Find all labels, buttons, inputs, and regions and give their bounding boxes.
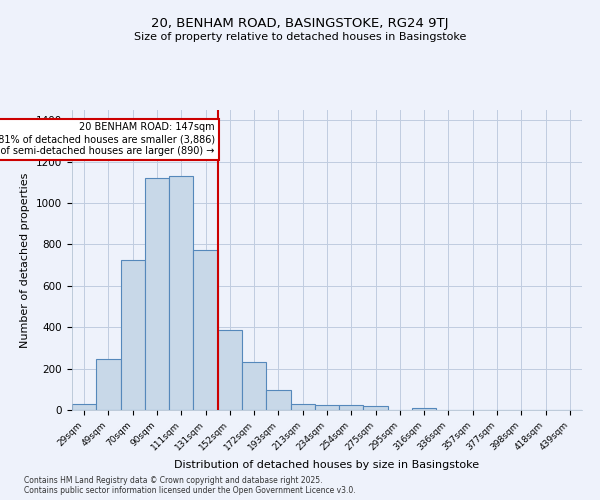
Bar: [193, 250, 218, 410]
Bar: [96, 360, 121, 410]
Bar: [121, 260, 145, 410]
Y-axis label: Number of detached properties: Number of detached properties: [20, 172, 31, 348]
X-axis label: Distribution of detached houses by size in Basingstoke: Distribution of detached houses by size …: [175, 460, 479, 470]
Text: 20 BENHAM ROAD: 147sqm
← 81% of detached houses are smaller (3,886)
19% of semi-: 20 BENHAM ROAD: 147sqm ← 81% of detached…: [0, 122, 215, 156]
Text: Contains HM Land Registry data © Crown copyright and database right 2025.
Contai: Contains HM Land Registry data © Crown c…: [24, 476, 356, 495]
Text: 20, BENHAM ROAD, BASINGSTOKE, RG24 9TJ: 20, BENHAM ROAD, BASINGSTOKE, RG24 9TJ: [151, 18, 449, 30]
Bar: [145, 178, 169, 410]
Bar: [242, 362, 266, 410]
Bar: [339, 406, 364, 410]
Bar: [72, 404, 96, 410]
Bar: [169, 176, 193, 410]
Bar: [290, 404, 315, 410]
Bar: [315, 405, 339, 410]
Bar: [364, 406, 388, 410]
Bar: [266, 390, 290, 410]
Bar: [412, 408, 436, 410]
Bar: [218, 330, 242, 410]
Text: Size of property relative to detached houses in Basingstoke: Size of property relative to detached ho…: [134, 32, 466, 42]
